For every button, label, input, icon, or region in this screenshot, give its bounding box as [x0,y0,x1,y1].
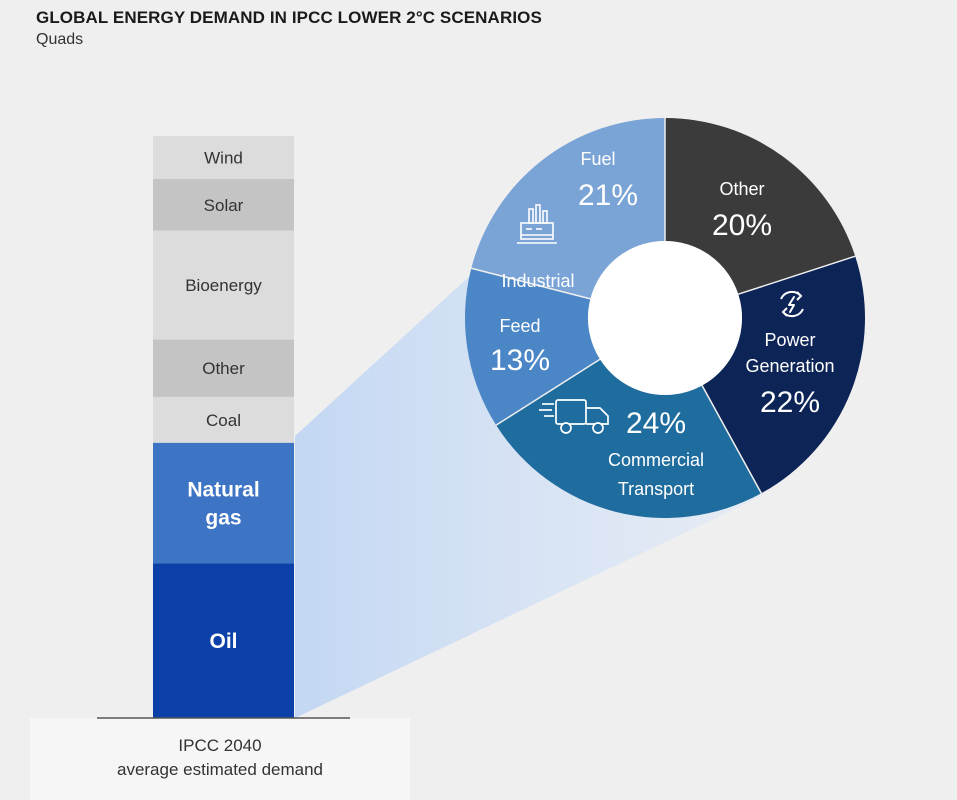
donut-label-power-generation-pct: 22% [760,386,820,419]
donut-label-fuel-name: Fuel [580,149,615,169]
bar-segment-other [153,339,294,397]
donut-label-feed-pct: 13% [490,344,550,377]
factory-icon [517,204,557,244]
bar-segment-other-label: Other [202,359,245,378]
power-icon [780,290,804,318]
donut-label-feed-name: Feed [499,316,540,336]
bar-segment-bioenergy-label: Bioenergy [185,276,262,295]
donut-label-power-generation-name: Power [764,330,815,350]
donut-icons [517,204,804,434]
bar-segment-coal-label: Coal [206,411,241,430]
footer-band [30,718,410,800]
bar-segment-oil-label: Oil [209,630,237,653]
donut-slice-power-generation [702,256,865,494]
bar-segment-oil [153,563,294,718]
x-label-line-2: average estimated demand [116,760,324,779]
donut-label-power-generation-name: Generation [745,356,834,376]
donut-separator [701,385,763,494]
chart-subtitle: Quads [36,31,84,48]
bar-segment-coal [153,396,294,443]
donut-label-fuel-pct: 21% [578,179,638,212]
bar-segment-solar [153,179,294,231]
truck-icon [539,399,609,434]
donut-label-commercial-transport-name: Transport [618,479,694,499]
donut-label-commercial-transport-name: Commercial [608,450,704,470]
chart-title: GLOBAL ENERGY DEMAND IN IPCC LOWER 2°C S… [36,8,542,27]
bar-segment-natural-gas-label: Natural [187,478,259,501]
x-label-line-1: IPCC 2040 [178,736,262,755]
bar-segment-solar-label: Solar [204,196,244,215]
zoom-connector [295,230,760,718]
bar-segment-wind [153,136,294,180]
stacked-bar: Oil Natural gas Coal Other Bioenergy Solar Wind [153,136,294,718]
donut-group-label-industrial: Industrial [501,271,574,291]
donut-separator [471,267,591,300]
x-axis-category-label: IPCC 2040 average estimated demand [30,734,410,782]
donut-label-other-pct: 20% [712,209,772,242]
donut-slice-commercial-transport [496,359,762,518]
bar-segment-natural-gas-label: gas [205,506,241,529]
donut-slice-feed [465,268,600,426]
donut-slice-other [665,118,856,295]
donut-label-other-name: Other [719,179,764,199]
bar-segment-natural-gas [153,442,294,564]
donut-separator [495,358,601,426]
donut-separator [737,255,856,295]
donut-label-commercial-transport-pct: 24% [626,407,686,440]
oil-breakdown-donut: Other 20% Power Generation 22% Commercial Tran… [465,118,865,518]
bar-segment-wind-label: Wind [204,148,243,167]
donut-hole [588,241,742,395]
donut-slice-fuel [471,118,665,299]
bar-segment-bioenergy [153,230,294,340]
